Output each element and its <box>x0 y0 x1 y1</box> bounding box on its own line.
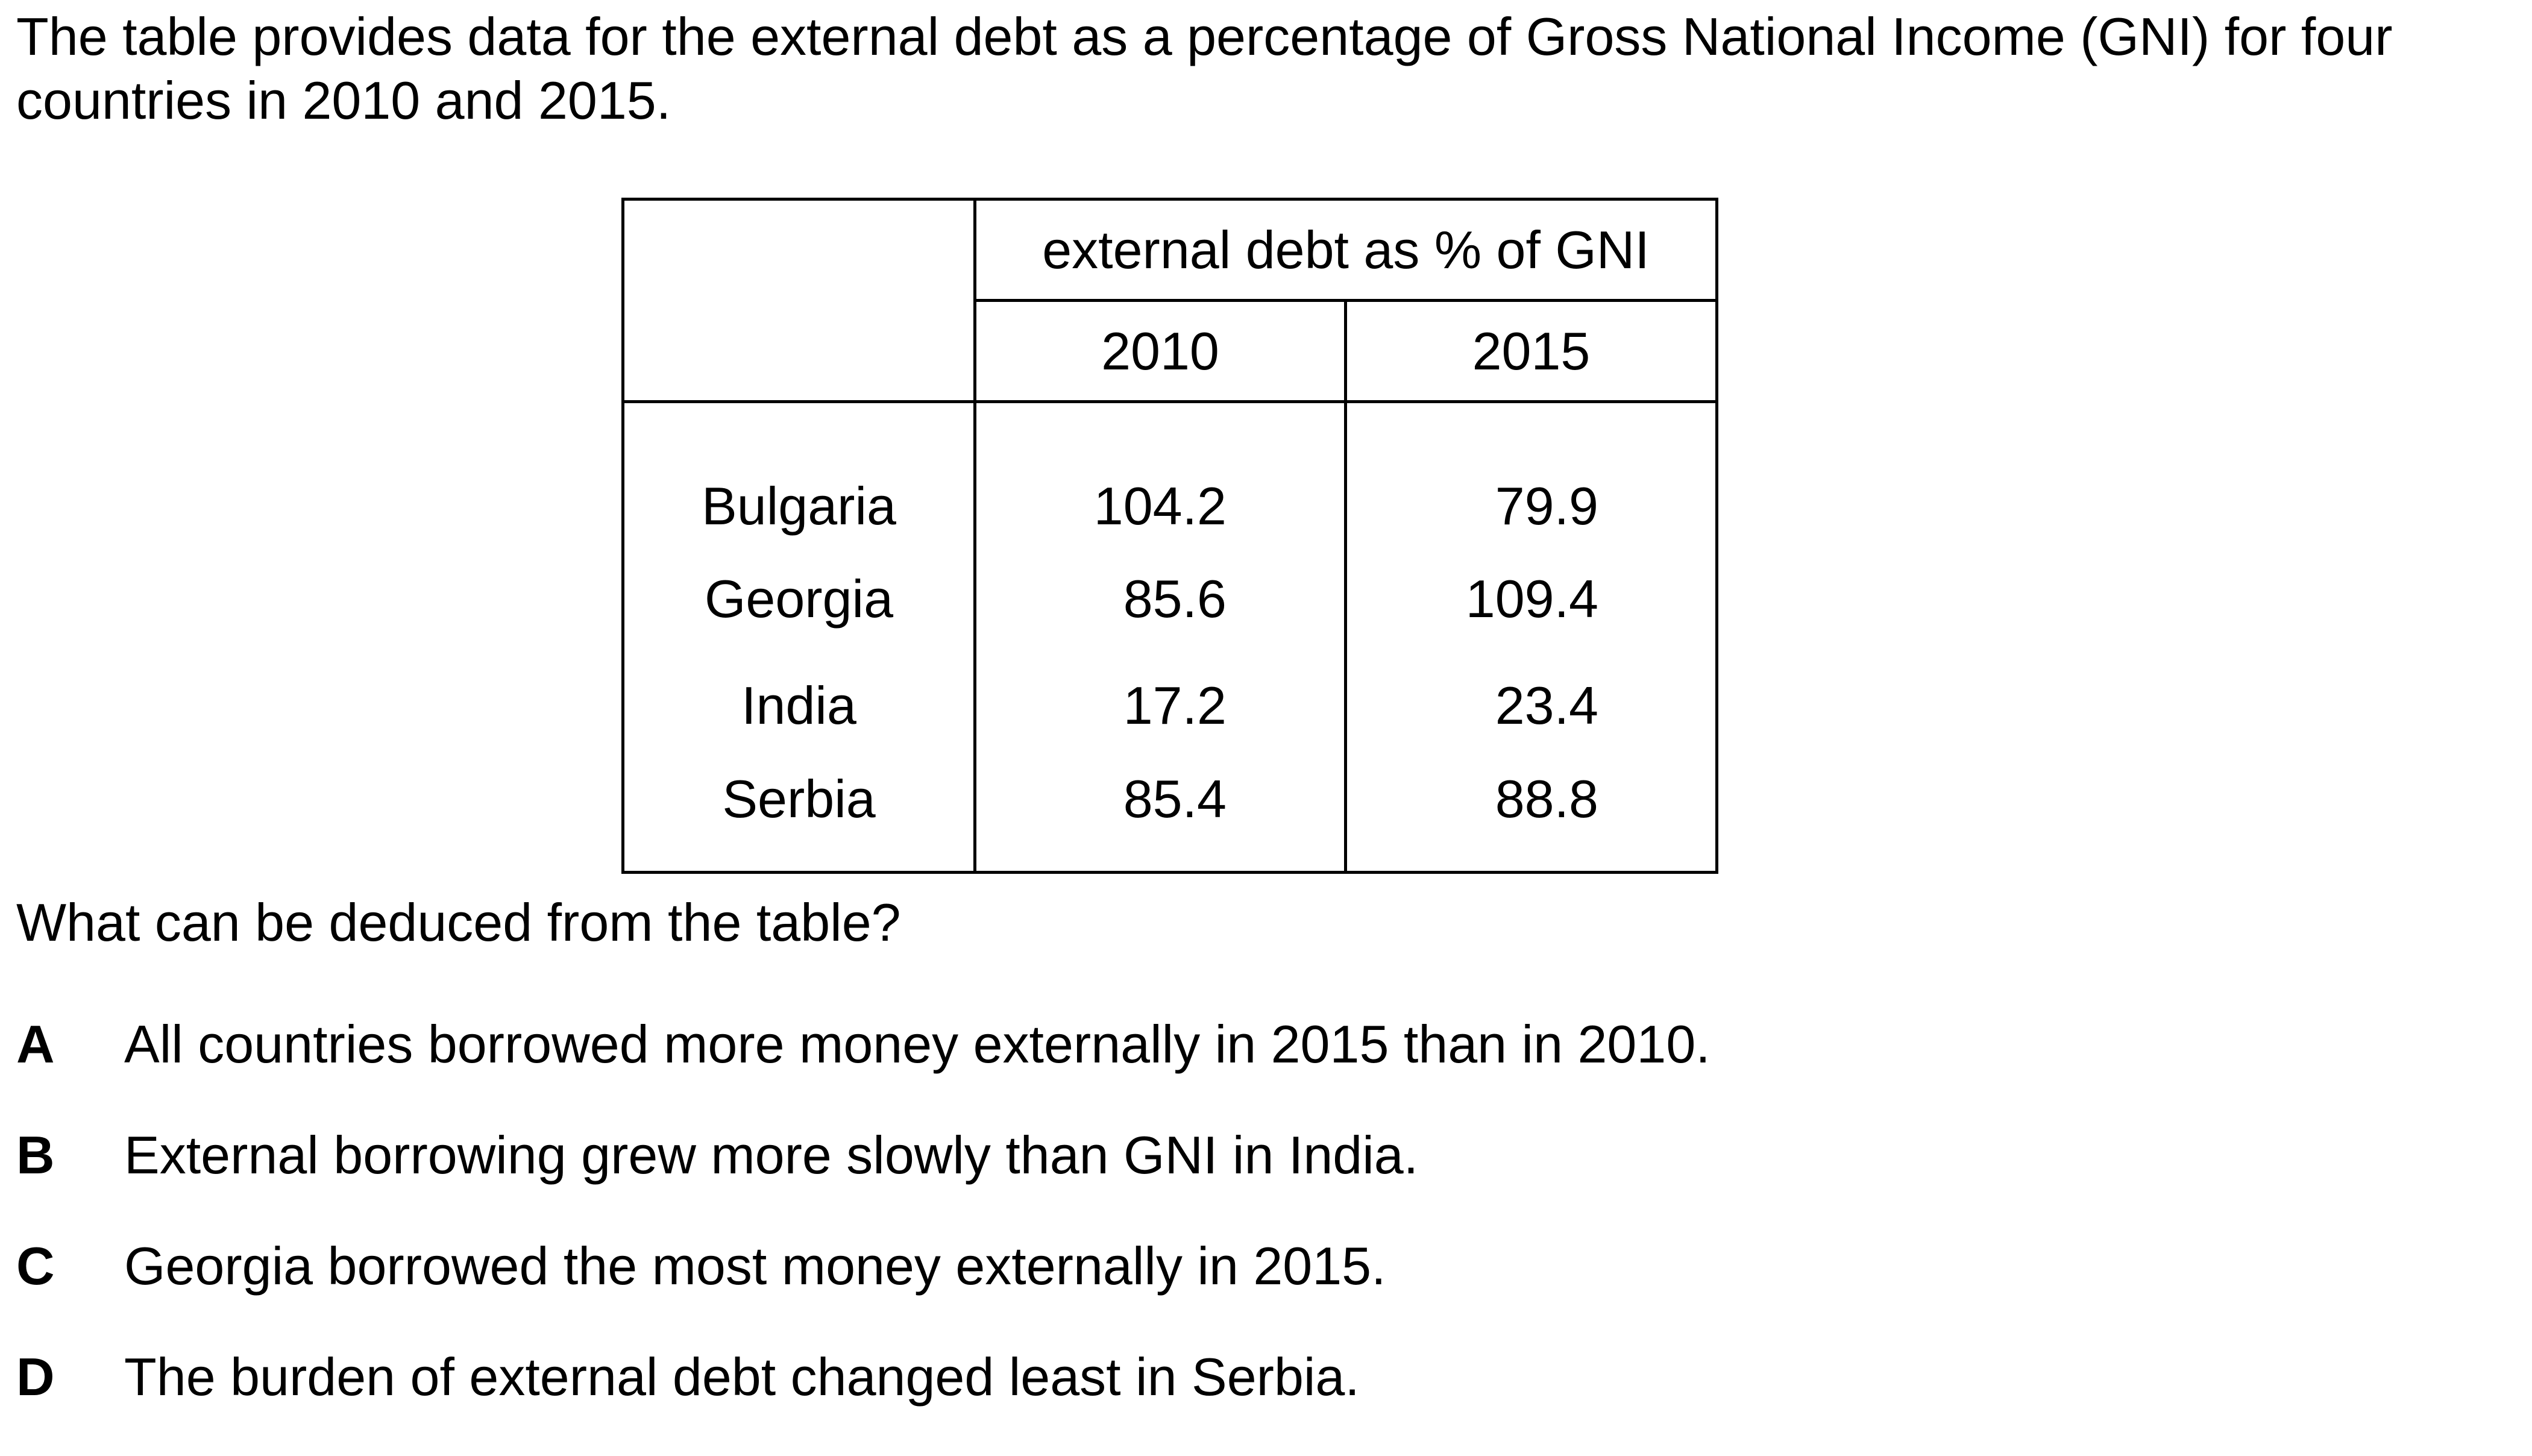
value-cell-2015: 23.4 <box>1495 675 1598 735</box>
table-row: India 17.2 23.4 <box>623 652 1717 759</box>
intro-paragraph: The table provides data for the external… <box>16 7 2393 130</box>
value-cell-2015: 88.8 <box>1495 769 1598 829</box>
table-column-header-2010: 2010 <box>975 300 1347 403</box>
option-letter: C <box>16 1236 55 1296</box>
value-cell-2010: 17.2 <box>975 652 1347 759</box>
table-group-header: external debt as % of GNI <box>975 199 1717 302</box>
value-cell-2015: 109.4 <box>1465 568 1598 629</box>
question-text: What can be deduced from the table? <box>16 893 901 952</box>
value-cell-2010: 85.6 <box>975 545 1347 652</box>
country-cell: Georgia <box>623 545 976 652</box>
table-row: Georgia 85.6 109.4 <box>623 545 1717 652</box>
table-row: Serbia 85.4 88.8 <box>623 759 1717 873</box>
option-text: Georgia borrowed the most money external… <box>124 1236 1386 1296</box>
value-cell-2010: 85.4 <box>975 759 1347 873</box>
value-cell-2015: 79.9 <box>1495 476 1598 536</box>
option-text: The burden of external debt changed leas… <box>124 1347 1360 1407</box>
debt-table: external debt as % of GNI 2010 2015 Bulg… <box>621 198 1718 874</box>
option-text: External borrowing grew more slowly than… <box>124 1125 1419 1185</box>
table-corner-cell <box>623 199 976 403</box>
value-cell-2010: 104.2 <box>975 401 1347 545</box>
country-cell: Bulgaria <box>623 401 976 545</box>
option-text: All countries borrowed more money extern… <box>124 1014 1711 1074</box>
country-cell: Serbia <box>623 759 976 873</box>
table-row: Bulgaria 104.2 79.9 <box>623 401 1717 545</box>
option-letter: A <box>16 1014 55 1074</box>
option-letter: D <box>16 1347 55 1407</box>
option-letter: B <box>16 1125 55 1185</box>
country-cell: India <box>623 652 976 759</box>
table-column-header-2015: 2015 <box>1345 300 1717 403</box>
